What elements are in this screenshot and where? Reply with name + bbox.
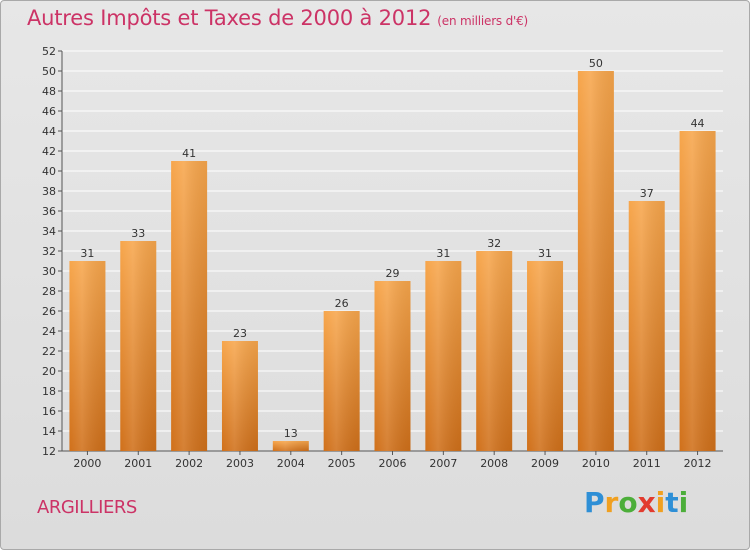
logo-letter: t xyxy=(665,486,679,519)
x-tick-label: 2006 xyxy=(379,457,407,470)
y-tick-label: 32 xyxy=(42,245,56,258)
data-label: 37 xyxy=(640,187,654,200)
x-tick-label: 2004 xyxy=(277,457,305,470)
proxiti-logo: Proxiti xyxy=(584,486,688,519)
data-label: 29 xyxy=(386,267,400,280)
data-label: 31 xyxy=(436,247,450,260)
commune-name: ARGILLIERS xyxy=(37,497,137,518)
bar-shine xyxy=(425,261,462,451)
logo-letter: r xyxy=(604,486,619,519)
data-label: 33 xyxy=(131,227,145,240)
y-tick-label: 22 xyxy=(42,345,56,358)
data-label: 50 xyxy=(589,57,603,70)
data-label: 31 xyxy=(80,247,94,260)
y-tick-label: 44 xyxy=(42,125,56,138)
x-tick-label: 2001 xyxy=(124,457,152,470)
chart-title-text: Autres Impôts et Taxes de 2000 à 2012 xyxy=(27,6,432,30)
y-tick-label: 16 xyxy=(42,405,56,418)
y-tick-label: 24 xyxy=(42,325,56,338)
data-label: 44 xyxy=(691,117,705,130)
y-tick-label: 52 xyxy=(42,45,56,58)
data-label: 41 xyxy=(182,147,196,160)
logo-letter: i xyxy=(655,486,666,519)
y-tick-label: 28 xyxy=(42,285,56,298)
x-tick-label: 2009 xyxy=(531,457,559,470)
data-label: 26 xyxy=(335,297,349,310)
y-tick-label: 20 xyxy=(42,365,56,378)
y-tick-label: 36 xyxy=(42,205,56,218)
bar-shine xyxy=(374,281,411,451)
bar-shine xyxy=(120,241,157,451)
data-label: 31 xyxy=(538,247,552,260)
y-tick-label: 48 xyxy=(42,85,56,98)
y-tick-label: 42 xyxy=(42,145,56,158)
x-tick-label: 2003 xyxy=(226,457,254,470)
x-tick-label: 2005 xyxy=(328,457,356,470)
data-label: 32 xyxy=(487,237,501,250)
x-tick-label: 2002 xyxy=(175,457,203,470)
x-tick-label: 2007 xyxy=(429,457,457,470)
data-label: 13 xyxy=(284,427,298,440)
bar-shine xyxy=(272,441,309,451)
bar-shine xyxy=(679,131,716,451)
y-tick-label: 12 xyxy=(42,445,56,458)
y-tick-label: 30 xyxy=(42,265,56,278)
y-tick-label: 40 xyxy=(42,165,56,178)
y-tick-label: 14 xyxy=(42,425,56,438)
chart-title: Autres Impôts et Taxes de 2000 à 2012 (en… xyxy=(27,6,528,30)
y-tick-label: 38 xyxy=(42,185,56,198)
logo-letter: o xyxy=(618,486,638,519)
bar-shine xyxy=(476,251,513,451)
x-tick-label: 2011 xyxy=(633,457,661,470)
bar-shine xyxy=(323,311,360,451)
bar-shine xyxy=(171,161,208,451)
y-tick-label: 34 xyxy=(42,225,56,238)
y-tick-label: 50 xyxy=(42,65,56,78)
bar-shine xyxy=(69,261,106,451)
y-tick-label: 18 xyxy=(42,385,56,398)
bar-shine xyxy=(527,261,564,451)
bar-shine xyxy=(577,71,614,451)
x-tick-label: 2010 xyxy=(582,457,610,470)
chart-unit: (en milliers d'€) xyxy=(437,14,529,28)
x-tick-label: 2000 xyxy=(73,457,101,470)
bar-shine xyxy=(628,201,665,451)
x-tick-label: 2008 xyxy=(480,457,508,470)
y-tick-label: 26 xyxy=(42,305,56,318)
logo-letter: x xyxy=(637,486,656,519)
bar-shine xyxy=(221,341,258,451)
logo-letter: i xyxy=(678,486,689,519)
x-tick-label: 2012 xyxy=(684,457,712,470)
logo-letter: P xyxy=(584,486,605,519)
data-label: 23 xyxy=(233,327,247,340)
y-tick-label: 46 xyxy=(42,105,56,118)
